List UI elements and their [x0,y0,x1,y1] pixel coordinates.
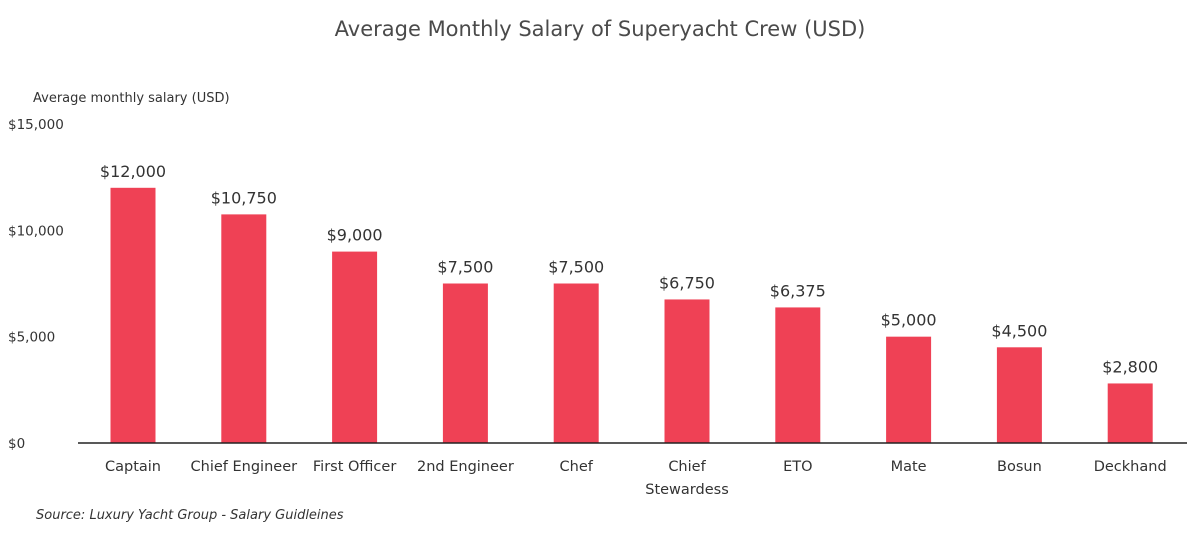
x-tick-label: Chief Engineer [191,459,298,475]
x-tick-label: Captain [105,459,161,475]
y-tick-label: $0 [8,436,25,452]
x-tick-label: Mate [891,459,927,475]
x-axis-ticks: Captain Chief Engineer First Officer 2nd En… [105,459,1167,498]
bar-value-label: $5,000 [881,311,937,330]
bar-value-label: $7,500 [548,258,604,277]
x-tick-label: Chef [560,459,594,475]
bar-value-label: $2,800 [1102,357,1158,376]
bars [110,187,1153,443]
bar [332,251,378,443]
chart-title: Average Monthly Salary of Superyacht Cre… [335,17,866,41]
x-tick-label-line: Chef [560,459,594,475]
y-axis-label: Average monthly salary (USD) [33,91,230,106]
bar-value-label: $6,750 [659,273,715,292]
x-tick-label-line: First Officer [313,459,396,475]
x-tick-label-line: Chief Engineer [191,459,298,475]
value-labels: $12,000 $10,750 $9,000 $7,500 $7,500 $6,750 $6… [100,162,1158,377]
y-tick-label: $10,000 [8,223,64,239]
bar-value-label: $6,375 [770,281,826,300]
y-axis-ticks: $0 $5,000 $10,000 $15,000 [8,117,64,452]
x-tick-label-line: Bosun [997,459,1042,475]
bar-value-label: $7,500 [437,258,493,277]
x-tick-label-line: Captain [105,459,161,475]
x-tick-label: ETO [783,459,812,475]
bar [221,214,267,443]
x-tick-label-line: Mate [891,459,927,475]
y-tick-label: $5,000 [8,330,55,346]
bar [1107,383,1153,443]
bar [553,283,599,443]
bar-value-label: $9,000 [327,226,383,245]
x-tick-label-line: ETO [783,459,812,475]
bar-value-label: $10,750 [211,188,277,207]
bar [442,283,488,443]
x-tick-label: Deckhand [1094,459,1167,475]
bar-value-label: $12,000 [100,162,166,181]
x-tick-label-line: Deckhand [1094,459,1167,475]
x-tick-label: 2nd Engineer [417,459,514,475]
bar [110,187,156,443]
bar [886,336,932,443]
bar-value-label: $4,500 [991,321,1047,340]
x-tick-label-line: Stewardess [645,482,729,498]
x-tick-label: Chief Stewardess [645,459,729,498]
bar [775,307,821,443]
x-tick-label-line: Chief [668,459,706,475]
x-tick-label: Bosun [997,459,1042,475]
x-tick-label: First Officer [313,459,396,475]
bar [996,347,1042,443]
bar [664,299,710,443]
source-note: Source: Luxury Yacht Group - Salary Guid… [36,508,344,523]
x-tick-label-line: 2nd Engineer [417,459,514,475]
y-tick-label: $15,000 [8,117,64,133]
